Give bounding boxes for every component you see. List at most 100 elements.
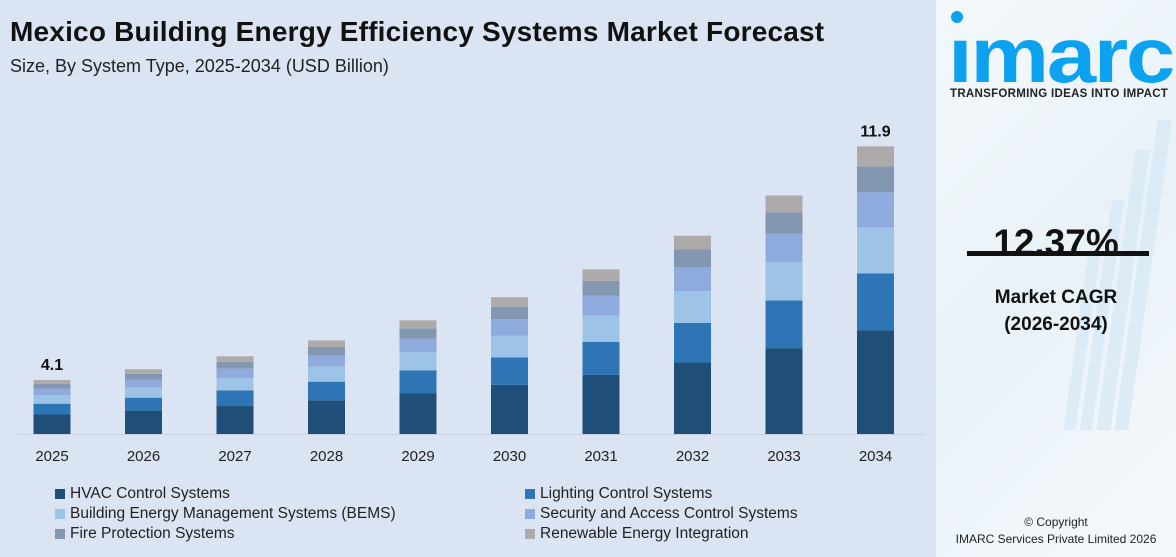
bar-segment-2033	[765, 300, 803, 349]
bar-segment-2025	[33, 383, 71, 389]
x-tick-label: 2033	[767, 448, 800, 465]
bar-segment-2033	[765, 212, 803, 234]
x-tick-label: 2031	[584, 448, 617, 465]
bar-segment-2026	[125, 410, 162, 434]
side-panel: ımarc TRANSFORMING IDEAS INTO IMPACT 12.…	[936, 0, 1176, 557]
legend-swatch	[525, 528, 535, 539]
bar-segment-2031	[582, 341, 620, 375]
divider	[967, 251, 1149, 256]
copyright-line-2: IMARC Services Private Limited 2026	[955, 532, 1157, 546]
chart-subtitle: Size, By System Type, 2025-2034 (USD Bil…	[10, 56, 389, 76]
bar-segment-2028	[308, 400, 345, 434]
bar-segment-2032	[674, 235, 711, 250]
x-tick-label: 2027	[218, 448, 251, 465]
cagr-label-text: Market CAGR	[994, 287, 1118, 308]
bar-segment-2034	[857, 227, 894, 274]
legend-label: Fire Protection Systems	[70, 524, 235, 542]
bar-segment-2032	[674, 362, 711, 434]
svg-text:ımarc: ımarc	[948, 11, 1173, 85]
legend-item: Renewable Energy Integration	[525, 524, 855, 543]
bar-segment-2033	[765, 233, 803, 263]
bar-segment-2034	[857, 330, 894, 434]
x-tick-label: 2025	[35, 448, 68, 465]
cagr-value: 12.37%	[993, 222, 1119, 263]
legend-item: Lighting Control Systems	[525, 484, 855, 503]
bar-segment-2031	[582, 295, 620, 316]
bar-segment-2033	[765, 195, 803, 213]
x-tick-label: 2030	[493, 448, 526, 465]
legend-label: Building Energy Management Systems (BEMS…	[70, 504, 396, 522]
bar-segment-2034	[857, 146, 894, 167]
chart-title: Mexico Building Energy Efficiency System…	[10, 16, 825, 47]
bar-segment-2027	[216, 378, 254, 391]
bar-segment-2034	[857, 166, 894, 193]
legend-label: Renewable Energy Integration	[540, 524, 749, 542]
stacked-bar-chart: 2025 4.1 2026 2027 2028 2029 2030 2031 2032 2033 2…	[18, 123, 925, 465]
bar-segment-2029	[399, 338, 437, 353]
bar-segment-2025	[33, 388, 71, 396]
bar-segment-2032	[674, 249, 711, 268]
bar-segment-2027	[216, 356, 254, 362]
tagline: TRANSFORMING IDEAS INTO IMPACT	[950, 88, 1169, 100]
cagr-period: (2026-2034)	[1004, 314, 1108, 335]
legend-item: HVAC Control Systems	[55, 484, 525, 503]
copyright: © Copyright IMARC Services Private Limit…	[936, 514, 1176, 548]
bar-segment-2027	[216, 368, 254, 379]
bar-segment-2025	[33, 403, 71, 415]
bar-segment-2029	[399, 370, 437, 394]
bar-segment-2032	[674, 267, 711, 292]
legend-swatch	[55, 508, 65, 519]
bar-segment-2031	[582, 280, 620, 296]
bar-segment-2027	[216, 361, 254, 369]
bar-segment-2026	[125, 379, 162, 388]
bar-segment-2030	[491, 297, 528, 307]
bar-segment-2025	[33, 414, 71, 434]
legend-item: Fire Protection Systems	[55, 524, 525, 543]
bar-segment-2028	[308, 366, 345, 382]
bar-segment-2026	[125, 397, 162, 411]
bar-segment-2032	[674, 322, 711, 363]
bar-segment-2034	[857, 273, 894, 331]
bar-segment-2029	[399, 328, 437, 339]
legend: HVAC Control Systems Lighting Control Sys…	[55, 484, 855, 543]
cagr-label: Market CAGR (2026-2034)	[936, 284, 1176, 338]
bar-segment-2030	[491, 335, 528, 358]
legend-swatch	[55, 528, 65, 539]
bar-segment-2028	[308, 340, 345, 347]
legend-item: Security and Access Control Systems	[525, 504, 855, 523]
x-tick-label: 2028	[310, 448, 343, 465]
bar-segment-2029	[399, 352, 437, 371]
imarc-logo: ımarc	[948, 11, 1173, 85]
data-label: 11.9	[860, 123, 890, 140]
legend-swatch	[525, 508, 535, 519]
bar-segment-2033	[765, 262, 803, 301]
bar-segment-2031	[582, 374, 620, 434]
bar-segment-2026	[125, 369, 162, 374]
chart-panel: Mexico Building Energy Efficiency System…	[10, 16, 925, 543]
x-tick-label: 2029	[401, 448, 434, 465]
bar-segment-2033	[765, 348, 803, 434]
legend-swatch	[55, 488, 65, 499]
bar-segment-2028	[308, 355, 345, 367]
bar-segment-2027	[216, 406, 254, 434]
legend-label: Security and Access Control Systems	[540, 504, 798, 522]
bar-segment-2031	[582, 269, 620, 281]
bar-segment-2030	[491, 357, 528, 385]
bar-segment-2031	[582, 315, 620, 342]
bar-segment-2029	[399, 320, 437, 329]
x-tick-label: 2032	[676, 448, 709, 465]
x-tick-label: 2026	[127, 448, 160, 465]
bar-segment-2025	[33, 380, 71, 384]
bar-segment-2025	[33, 395, 71, 404]
bar-segment-2030	[491, 319, 528, 336]
legend-label: HVAC Control Systems	[70, 484, 230, 502]
bar-segment-2026	[125, 387, 162, 398]
copyright-line-1: © Copyright	[1024, 515, 1088, 529]
x-tick-label: 2034	[859, 448, 892, 465]
data-label: 4.1	[41, 357, 63, 374]
bar-segment-2030	[491, 384, 528, 434]
bar-segment-2028	[308, 381, 345, 401]
bar-segment-2030	[491, 306, 528, 320]
bar-segment-2032	[674, 291, 711, 323]
legend-item: Building Energy Management Systems (BEMS…	[55, 504, 525, 523]
